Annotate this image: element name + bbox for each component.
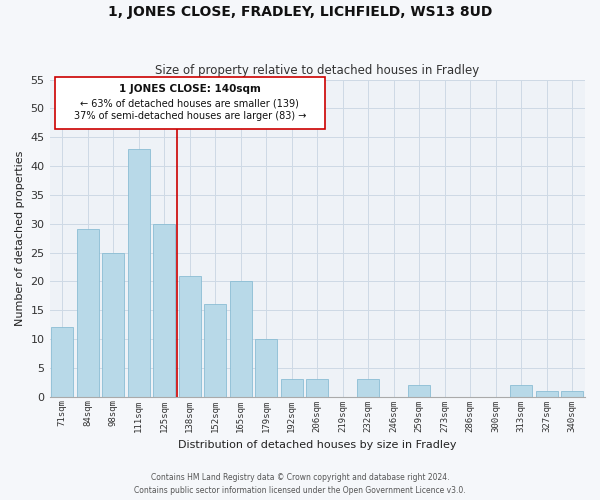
Bar [307,380,328,396]
Bar [256,339,277,396]
Bar [154,224,175,396]
Text: Contains HM Land Registry data © Crown copyright and database right 2024.
Contai: Contains HM Land Registry data © Crown c… [134,474,466,495]
Text: ← 63% of detached houses are smaller (139): ← 63% of detached houses are smaller (13… [80,98,299,108]
Text: 37% of semi-detached houses are larger (83) →: 37% of semi-detached houses are larger (… [74,112,306,122]
Bar [128,148,149,396]
Polygon shape [55,76,325,128]
Bar [77,230,98,396]
Bar [281,380,302,396]
Bar [205,304,226,396]
Text: 1, JONES CLOSE, FRADLEY, LICHFIELD, WS13 8UD: 1, JONES CLOSE, FRADLEY, LICHFIELD, WS13… [108,5,492,19]
Bar [103,252,124,396]
Title: Size of property relative to detached houses in Fradley: Size of property relative to detached ho… [155,64,479,77]
Bar [52,328,73,396]
X-axis label: Distribution of detached houses by size in Fradley: Distribution of detached houses by size … [178,440,457,450]
Bar [409,385,430,396]
Text: 1 JONES CLOSE: 140sqm: 1 JONES CLOSE: 140sqm [119,84,261,94]
Bar [562,391,583,396]
Y-axis label: Number of detached properties: Number of detached properties [15,150,25,326]
Bar [358,380,379,396]
Bar [511,385,532,396]
Bar [536,391,557,396]
Bar [179,276,200,396]
Bar [230,282,251,397]
